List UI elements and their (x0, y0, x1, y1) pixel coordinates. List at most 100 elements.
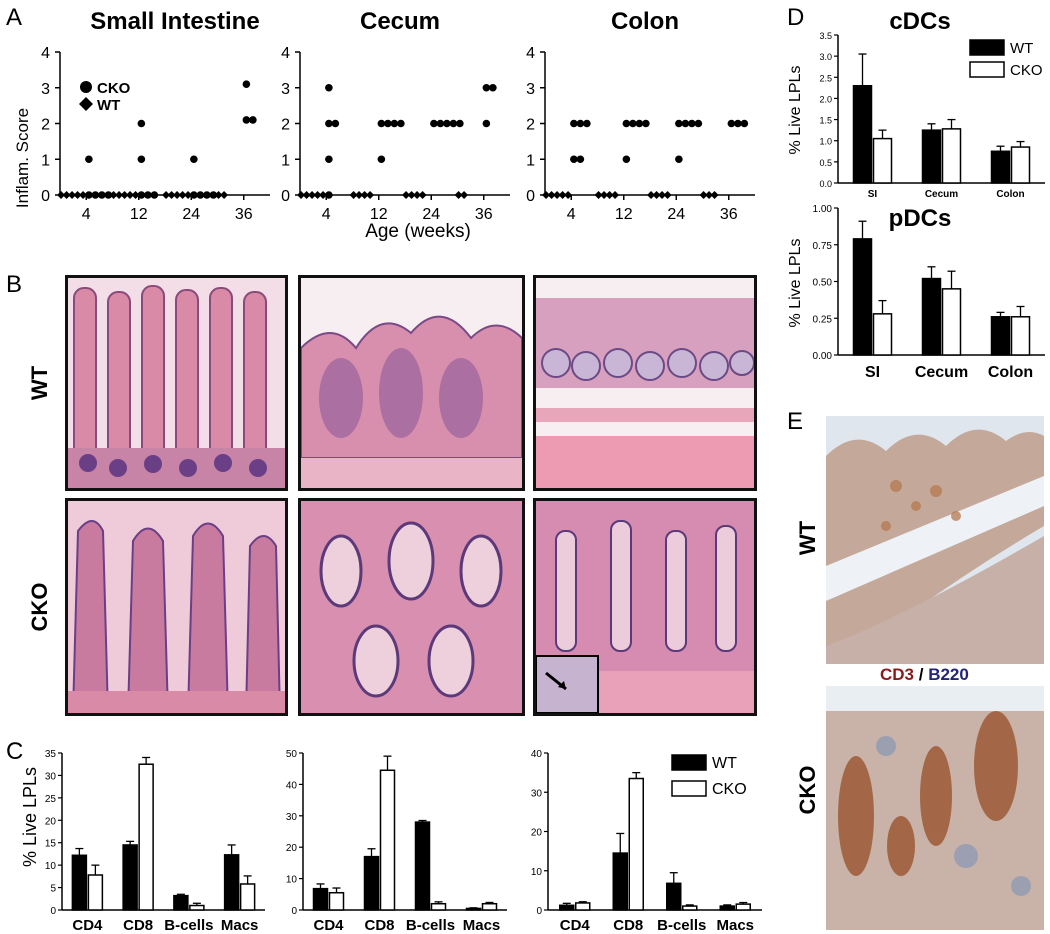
cko-point (397, 119, 405, 128)
ihc-image-wt (826, 416, 1044, 664)
panel-e-row-label-cko: CKO (795, 765, 820, 815)
cko-point (190, 155, 198, 164)
cko-point (203, 191, 211, 199)
panel-d-charts: 0.0 0.5 1.0 1.5 2.0 2.5 3.0 3.5 SI Cecum Colon 0.0… (787, 31, 1045, 381)
wt-bar (465, 907, 482, 911)
cko-point (190, 191, 198, 199)
y-tick-label: 5 (50, 884, 56, 895)
panel-d-title-cdcs: cDCs (889, 8, 951, 35)
y-tick-label: 4 (281, 45, 290, 62)
category-label: Macs (221, 917, 259, 934)
cko-point (622, 155, 631, 164)
y-tick-label: 50 (286, 749, 298, 760)
wt-bar (612, 852, 628, 911)
wt-bar (990, 150, 1011, 184)
wt-point (115, 191, 124, 199)
wt-bar (414, 821, 431, 911)
wt-point (658, 191, 667, 199)
y-tick-label: 2 (41, 117, 50, 134)
wt-point (454, 191, 463, 199)
panel-c-ylabel: % Live LPLs (20, 767, 40, 867)
y-tick-label: 1.0 (819, 137, 832, 147)
wt-point (360, 191, 369, 199)
category-label: Colon (988, 364, 1033, 381)
panel-label-d: D (787, 4, 805, 31)
cko-point (137, 155, 146, 164)
micrograph-wt-small-intestine (65, 275, 288, 491)
y-tick-label: 1.5 (819, 116, 832, 126)
cko-bar (941, 128, 962, 184)
y-tick-label: 1.00 (813, 204, 833, 215)
wt-point (167, 191, 176, 199)
cko-point (137, 119, 146, 128)
cko-bar (735, 903, 751, 911)
legend-cko-marker (80, 81, 92, 93)
category-label: CD4 (560, 917, 591, 934)
wt-point (131, 191, 140, 199)
cko-point (622, 119, 631, 128)
y-tick-label: 20 (45, 816, 57, 827)
wt-bar (363, 855, 380, 911)
cko-point (150, 191, 159, 199)
wt-point (297, 191, 306, 199)
wt-bar (559, 904, 575, 911)
cko-point (242, 80, 251, 88)
cko-bar (682, 905, 698, 911)
category-label: Macs (463, 917, 501, 934)
cko-bar (628, 777, 644, 911)
category-label: CD4 (313, 917, 344, 934)
panel-d-legend: WT CKO (969, 39, 1043, 79)
cko-point (482, 83, 491, 92)
cko-point (249, 116, 257, 124)
cko-point (85, 191, 93, 199)
y-tick-label: 4 (526, 45, 535, 62)
cko-bar (575, 902, 591, 911)
wt-point (319, 191, 328, 199)
cko-point (137, 191, 146, 199)
y-tick-label: 20 (531, 828, 543, 839)
cko-point (85, 155, 93, 164)
cko-point (242, 116, 251, 124)
y-tick-label: 2.5 (819, 73, 832, 83)
legend-cko-swatch (671, 780, 707, 797)
cko-bar (1010, 146, 1031, 184)
y-tick-label: 0 (41, 188, 50, 205)
wt-bar (921, 129, 942, 184)
y-tick-label: 30 (531, 788, 543, 799)
category-label: CD8 (613, 917, 643, 934)
category-label: Cecum (925, 189, 958, 200)
wt-bar (71, 854, 88, 911)
y-tick-label: 0.25 (813, 314, 833, 325)
x-tick-label: 36 (720, 206, 738, 223)
wt-point (647, 191, 656, 199)
cko-bar (481, 902, 498, 911)
category-label: Macs (716, 917, 754, 934)
wt-point (178, 191, 187, 199)
y-tick-label: 0.00 (813, 351, 833, 362)
wt-point (126, 191, 135, 199)
cko-point (196, 191, 205, 199)
panel-d-title-pdcs: pDCs (888, 205, 952, 232)
cko-bar (430, 902, 447, 911)
panel-a-title-cecum: Cecum (359, 8, 441, 35)
micrograph-cko-cecum (298, 498, 525, 716)
wt-point (558, 191, 567, 199)
wt-point (120, 191, 129, 199)
y-tick-label: 30 (286, 812, 298, 823)
wt-point (162, 191, 171, 199)
y-tick-label: 3.0 (819, 52, 832, 62)
cko-point (629, 119, 637, 128)
cko-point (209, 191, 218, 199)
y-tick-label: 0.50 (813, 278, 833, 289)
cko-bar (87, 874, 104, 911)
wt-bar (223, 854, 240, 911)
category-label: CD8 (123, 917, 153, 934)
panel-a-ylabel: Inflam. Score (13, 108, 32, 208)
wt-point (402, 191, 411, 199)
wt-bar (173, 894, 189, 911)
wt-bar (990, 316, 1011, 356)
x-tick-label: 36 (475, 206, 493, 223)
category-label: CD4 (72, 917, 103, 934)
cko-point (583, 119, 591, 128)
y-tick-label: 0 (281, 188, 290, 205)
